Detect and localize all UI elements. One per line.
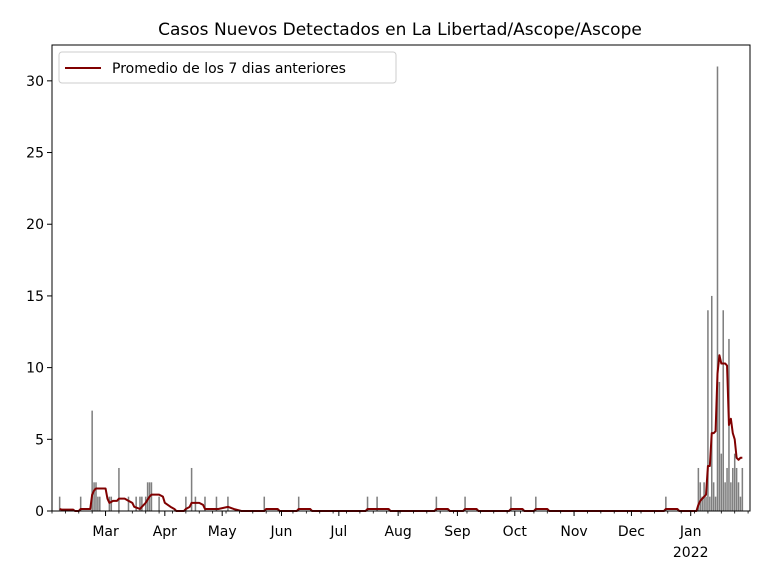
bar — [91, 410, 93, 511]
plot-frame — [51, 44, 751, 512]
legend: Promedio de los 7 dias anteriores — [58, 51, 397, 84]
bar — [535, 496, 537, 511]
bar — [93, 482, 95, 511]
bar — [464, 496, 466, 511]
bar — [79, 496, 82, 511]
bar — [95, 482, 97, 511]
x-tick-label: Nov — [560, 524, 587, 540]
bar — [701, 496, 703, 511]
bar — [732, 467, 734, 511]
bar — [135, 496, 137, 511]
bar — [190, 467, 193, 511]
bar — [716, 66, 719, 511]
bar — [724, 482, 726, 511]
bar — [108, 496, 111, 511]
bar — [194, 496, 197, 511]
x-tick-label: Jun — [270, 524, 293, 540]
bar — [150, 482, 153, 511]
bar — [699, 482, 702, 511]
chart-title: Casos Nuevos Detectados en La Libertad/A… — [158, 20, 642, 40]
bar — [712, 482, 715, 511]
bar — [737, 482, 740, 511]
bar — [730, 482, 732, 511]
bar — [726, 467, 728, 511]
x-tick-label: Dec — [618, 524, 645, 540]
bar — [99, 496, 101, 511]
plot-area — [52, 45, 750, 511]
bar — [435, 496, 438, 511]
legend-label: Promedio de los 7 dias anteriores — [112, 61, 346, 77]
bar — [127, 496, 130, 511]
bar — [366, 496, 369, 511]
x-tick-label: Oct — [503, 524, 528, 540]
y-tick-label: 0 — [35, 504, 44, 520]
x-axis: Mar Apr May Jun Jul Aug Sep Oct Nov Dec Jan 2022 — [51, 511, 749, 561]
bar — [118, 467, 120, 511]
bar — [227, 496, 229, 511]
bar — [141, 496, 143, 511]
bar — [739, 496, 742, 511]
y-tick-label: 20 — [26, 217, 44, 233]
y-tick-label: 10 — [26, 361, 44, 377]
x-tick-label: Mar — [92, 524, 119, 540]
bar — [204, 496, 206, 511]
x-tick-sublabel: 2022 — [673, 545, 709, 561]
bar — [733, 453, 736, 511]
bar — [146, 482, 149, 511]
y-axis: 0 5 10 15 20 25 30 — [26, 74, 52, 520]
y-tick-label: 15 — [26, 289, 44, 305]
bar — [697, 467, 700, 511]
bar — [58, 496, 61, 511]
bar — [510, 496, 512, 511]
bar — [376, 496, 378, 511]
bar — [710, 295, 713, 511]
bar — [185, 496, 187, 511]
y-tick-label: 25 — [26, 146, 44, 162]
bar — [705, 496, 707, 511]
bar — [741, 467, 744, 511]
bar — [297, 496, 300, 511]
bar — [110, 496, 113, 511]
x-tick-label: Jul — [329, 524, 347, 540]
bar — [707, 310, 709, 511]
bar — [718, 381, 721, 511]
bar — [215, 496, 218, 511]
y-tick-label: 30 — [26, 74, 44, 90]
bar — [735, 467, 738, 511]
x-tick-label: May — [208, 524, 237, 540]
bar — [709, 496, 711, 511]
bar — [263, 496, 266, 511]
bar — [665, 496, 667, 511]
x-tick-label: Sep — [444, 524, 471, 540]
bar — [139, 496, 141, 511]
bars-group — [58, 66, 744, 511]
x-tick-label: Aug — [384, 524, 411, 540]
bar — [720, 453, 723, 511]
bar — [722, 310, 724, 511]
bar — [97, 496, 99, 511]
legend-box — [58, 51, 397, 84]
x-tick-label: Jan — [679, 524, 702, 540]
y-tick-label: 5 — [35, 432, 44, 448]
bar — [714, 496, 717, 511]
x-tick-label: Apr — [153, 524, 177, 540]
bar — [158, 496, 160, 511]
